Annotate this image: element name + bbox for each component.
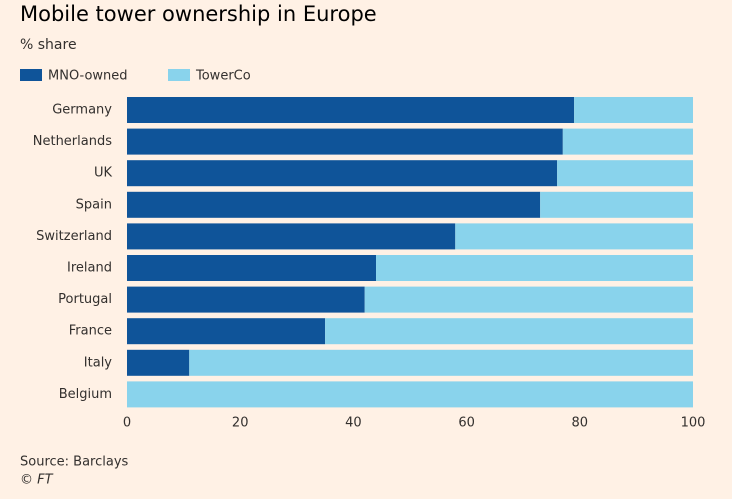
y-tick-label: Ireland — [67, 261, 112, 276]
bar-segment — [127, 255, 377, 281]
bar-segment — [127, 97, 575, 123]
bar-segment — [455, 223, 693, 250]
y-tick-label: Switzerland — [36, 229, 112, 244]
y-tick-label: Spain — [76, 197, 112, 212]
source: Source: Barclays — [20, 455, 129, 470]
bar-segment — [364, 286, 693, 313]
y-tick-label: Portugal — [58, 292, 112, 307]
bar-segment — [127, 160, 558, 187]
bar-segment — [325, 318, 693, 345]
y-tick-label: Germany — [52, 103, 112, 118]
legend-label: MNO-owned — [48, 69, 128, 84]
x-tick-label: 20 — [232, 416, 249, 431]
legend-label: TowerCo — [195, 69, 251, 84]
bar-segment — [127, 381, 693, 408]
bar-segment — [127, 223, 456, 250]
chart-subtitle: % share — [20, 37, 77, 53]
bar-segment — [540, 191, 693, 218]
credit: © FT — [20, 473, 54, 488]
y-tick-label: UK — [94, 166, 113, 181]
bar-segment — [127, 349, 190, 376]
bar-segment — [574, 97, 693, 123]
y-tick-label: Netherlands — [33, 134, 112, 149]
bar-segment — [127, 318, 326, 345]
y-tick-label: Italy — [84, 355, 113, 370]
x-tick-label: 60 — [458, 416, 475, 431]
bar-segment — [127, 286, 365, 313]
bar-segment — [376, 255, 693, 281]
x-tick-label: 100 — [681, 416, 706, 431]
y-tick-label: Belgium — [59, 387, 112, 402]
bar-segment — [562, 128, 693, 155]
bar-segment — [189, 349, 693, 376]
bar-segment — [127, 191, 541, 218]
y-tick-label: France — [69, 324, 112, 339]
bar-segment — [127, 128, 563, 155]
chart-title: Mobile tower ownership in Europe — [20, 2, 377, 26]
legend-swatch — [168, 69, 190, 81]
bar-segment — [557, 160, 693, 187]
x-tick-label: 0 — [123, 416, 131, 431]
x-tick-label: 80 — [572, 416, 589, 431]
legend-swatch — [20, 69, 42, 81]
x-tick-label: 40 — [345, 416, 362, 431]
